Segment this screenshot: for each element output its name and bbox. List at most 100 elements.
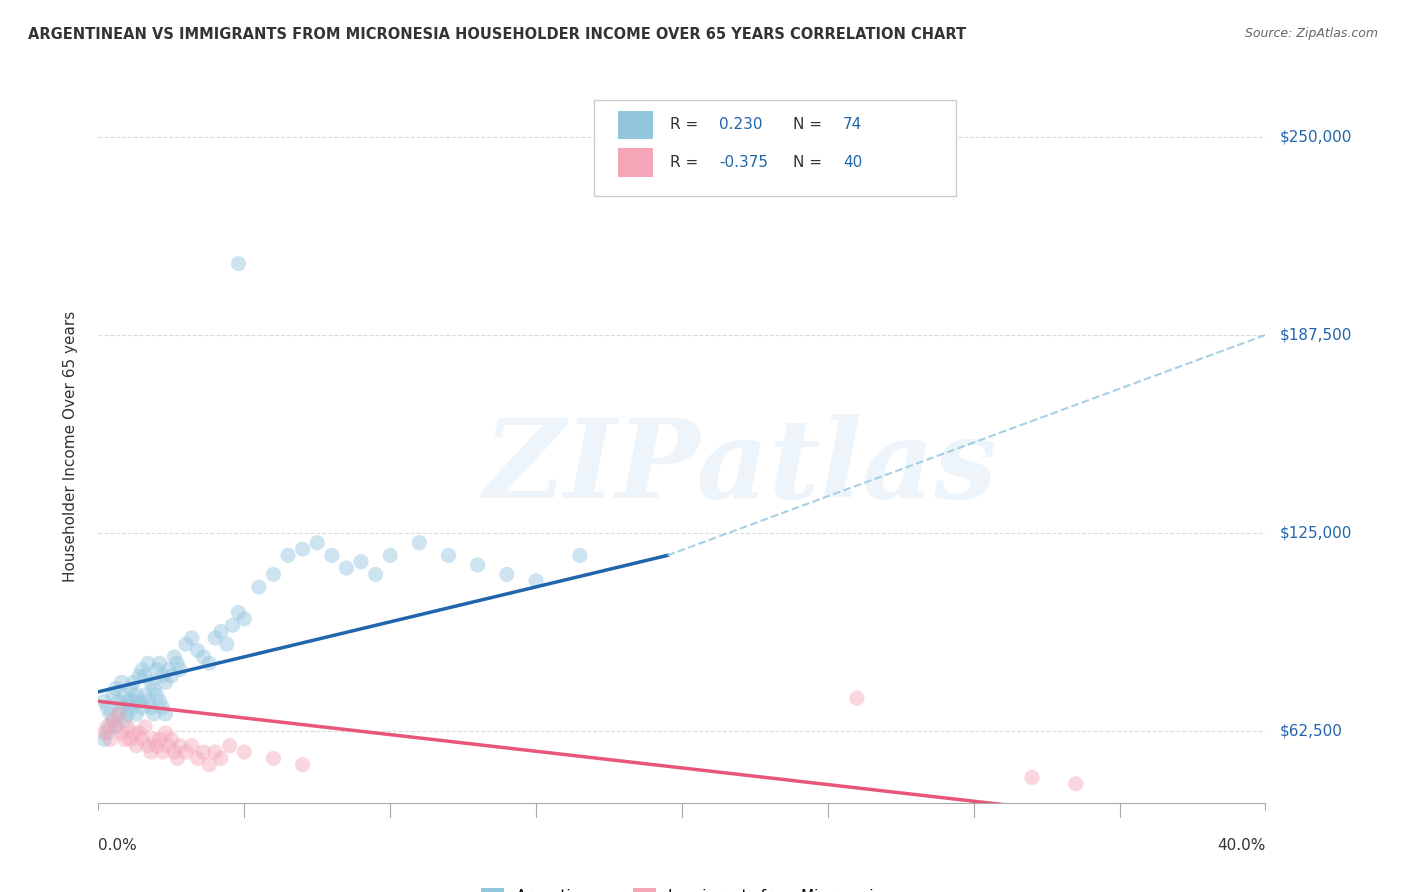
Point: [98, 706, 121, 721]
Point: [157, 663, 180, 677]
Point: [378, 549, 402, 563]
Point: [111, 726, 134, 740]
Legend: Argentineans, Immigrants from Micronesia: Argentineans, Immigrants from Micronesia: [475, 882, 889, 892]
Point: [160, 669, 183, 683]
Y-axis label: Householder Income Over 65 years: Householder Income Over 65 years: [63, 310, 77, 582]
Point: [174, 637, 197, 651]
Point: [93, 726, 115, 740]
Point: [233, 612, 256, 626]
Point: [101, 688, 124, 702]
Point: [364, 567, 387, 582]
Point: [408, 535, 430, 549]
Point: [111, 675, 134, 690]
Point: [198, 657, 221, 671]
Point: [169, 663, 191, 677]
Point: [277, 549, 299, 563]
Point: [108, 706, 131, 721]
Point: [114, 732, 136, 747]
Point: [169, 739, 191, 753]
Point: [117, 720, 139, 734]
Point: [125, 706, 148, 721]
Point: [437, 549, 460, 563]
Text: R =: R =: [671, 155, 703, 170]
Point: [166, 657, 188, 671]
Point: [136, 657, 159, 671]
Point: [146, 663, 169, 677]
Point: [142, 732, 165, 747]
Point: [845, 691, 868, 706]
Point: [139, 745, 162, 759]
Point: [233, 745, 256, 759]
Point: [495, 567, 517, 582]
Point: [160, 732, 183, 747]
Point: [122, 726, 145, 740]
Point: [163, 649, 186, 664]
Point: [114, 714, 136, 728]
FancyBboxPatch shape: [617, 111, 652, 139]
Text: 0.230: 0.230: [720, 118, 762, 132]
Point: [142, 706, 165, 721]
Point: [157, 739, 180, 753]
Text: $187,500: $187,500: [1279, 327, 1351, 343]
Point: [187, 643, 209, 657]
Point: [193, 649, 215, 664]
Point: [155, 706, 177, 721]
Text: 74: 74: [844, 118, 862, 132]
Point: [221, 618, 243, 632]
Point: [120, 700, 142, 714]
Point: [193, 745, 215, 759]
Point: [120, 732, 142, 747]
Point: [524, 574, 547, 588]
Point: [350, 555, 373, 569]
Point: [218, 739, 240, 753]
Point: [262, 751, 284, 765]
Point: [215, 637, 238, 651]
Point: [228, 257, 250, 271]
Point: [149, 694, 172, 708]
Text: $125,000: $125,000: [1279, 525, 1351, 541]
Point: [128, 694, 150, 708]
Point: [104, 681, 127, 696]
Point: [152, 700, 174, 714]
Point: [204, 631, 226, 645]
Point: [131, 732, 153, 747]
Point: [98, 720, 121, 734]
Text: 40: 40: [844, 155, 862, 170]
Point: [1021, 771, 1043, 785]
Point: [262, 567, 284, 582]
Point: [163, 745, 186, 759]
Point: [117, 706, 139, 721]
Point: [149, 657, 172, 671]
Point: [104, 720, 127, 734]
Text: 0.0%: 0.0%: [98, 838, 138, 854]
Point: [291, 757, 314, 772]
Point: [321, 549, 343, 563]
Point: [101, 714, 124, 728]
Point: [93, 732, 115, 747]
Point: [247, 580, 270, 594]
Point: [96, 720, 118, 734]
Point: [125, 688, 148, 702]
Point: [108, 694, 131, 708]
Point: [467, 558, 489, 572]
Text: -0.375: -0.375: [720, 155, 768, 170]
Point: [96, 700, 118, 714]
Point: [307, 535, 329, 549]
Point: [139, 675, 162, 690]
FancyBboxPatch shape: [595, 100, 956, 196]
Text: ZIPatlas: ZIPatlas: [484, 414, 997, 521]
Point: [128, 726, 150, 740]
Text: N =: N =: [793, 155, 827, 170]
Point: [155, 726, 177, 740]
Text: Source: ZipAtlas.com: Source: ZipAtlas.com: [1244, 27, 1378, 40]
Point: [209, 624, 232, 639]
Point: [128, 669, 150, 683]
Point: [111, 700, 134, 714]
Point: [180, 739, 202, 753]
FancyBboxPatch shape: [617, 148, 652, 177]
Point: [114, 688, 136, 702]
Point: [125, 739, 148, 753]
Point: [98, 732, 121, 747]
Point: [209, 751, 232, 765]
Point: [152, 745, 174, 759]
